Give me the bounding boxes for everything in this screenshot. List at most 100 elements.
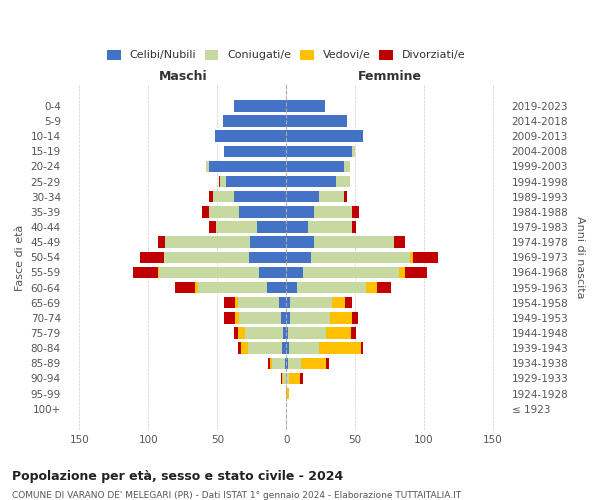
Bar <box>301 358 326 369</box>
Bar <box>286 388 289 400</box>
Bar <box>257 222 286 232</box>
Bar <box>303 267 399 278</box>
Y-axis label: Fasce di età: Fasce di età <box>15 224 25 290</box>
Bar <box>326 358 329 369</box>
Bar <box>223 116 286 126</box>
Bar <box>286 342 289 354</box>
Bar <box>286 328 287 338</box>
Bar <box>286 236 314 248</box>
Bar <box>311 252 410 263</box>
Bar <box>286 116 347 126</box>
Bar <box>286 222 308 232</box>
Bar <box>235 297 238 308</box>
Bar <box>245 328 283 338</box>
Bar <box>286 176 336 188</box>
Bar <box>267 282 286 294</box>
Bar <box>238 342 241 354</box>
Bar <box>394 236 405 248</box>
Bar <box>175 282 195 294</box>
Bar <box>344 161 350 172</box>
Text: Popolazione per età, sesso e stato civile - 2024: Popolazione per età, sesso e stato civil… <box>12 470 343 483</box>
Bar <box>209 161 286 172</box>
Bar <box>158 236 165 248</box>
Bar <box>366 282 377 294</box>
Bar <box>133 267 158 278</box>
Bar <box>352 312 358 324</box>
Bar <box>286 282 297 294</box>
Bar <box>289 342 319 354</box>
Bar <box>216 222 257 232</box>
Bar <box>202 206 209 218</box>
Bar <box>165 236 250 248</box>
Bar <box>235 312 239 324</box>
Bar <box>249 252 286 263</box>
Bar <box>283 373 286 384</box>
Bar <box>220 176 226 188</box>
Bar <box>346 297 352 308</box>
Bar <box>286 206 314 218</box>
Bar <box>238 297 280 308</box>
Bar <box>413 252 438 263</box>
Bar <box>286 297 290 308</box>
Bar <box>250 236 286 248</box>
Text: Maschi: Maschi <box>158 70 207 83</box>
Bar <box>224 146 286 157</box>
Bar <box>164 252 249 263</box>
Bar <box>300 373 303 384</box>
Bar <box>289 373 300 384</box>
Bar <box>224 312 235 324</box>
Bar <box>282 373 283 384</box>
Bar <box>344 191 347 202</box>
Bar <box>314 206 352 218</box>
Bar <box>259 267 286 278</box>
Bar <box>160 267 259 278</box>
Bar <box>239 312 281 324</box>
Bar <box>209 206 239 218</box>
Bar <box>287 358 301 369</box>
Y-axis label: Anni di nascita: Anni di nascita <box>575 216 585 298</box>
Bar <box>314 236 394 248</box>
Bar <box>248 342 282 354</box>
Bar <box>286 100 325 112</box>
Bar <box>158 267 160 278</box>
Bar <box>239 206 286 218</box>
Legend: Celibi/Nubili, Coniugati/e, Vedovi/e, Divorziati/e: Celibi/Nubili, Coniugati/e, Vedovi/e, Di… <box>103 45 469 65</box>
Bar <box>351 328 356 338</box>
Bar <box>332 297 346 308</box>
Bar <box>224 297 235 308</box>
Bar <box>272 358 285 369</box>
Bar <box>399 267 405 278</box>
Bar <box>140 252 164 263</box>
Bar <box>283 328 286 338</box>
Bar <box>286 358 287 369</box>
Bar <box>215 130 286 142</box>
Bar <box>286 252 311 263</box>
Bar <box>287 328 326 338</box>
Bar <box>206 161 209 172</box>
Bar <box>352 222 356 232</box>
Bar <box>326 328 351 338</box>
Bar <box>297 282 366 294</box>
Bar <box>290 312 331 324</box>
Bar <box>319 342 361 354</box>
Bar <box>377 282 391 294</box>
Bar <box>269 358 272 369</box>
Bar <box>286 191 319 202</box>
Bar <box>238 328 245 338</box>
Bar <box>281 373 282 384</box>
Bar <box>280 297 286 308</box>
Bar <box>286 146 352 157</box>
Bar <box>209 222 216 232</box>
Bar <box>410 252 413 263</box>
Bar <box>209 191 213 202</box>
Bar <box>286 161 344 172</box>
Bar <box>352 146 355 157</box>
Bar <box>286 373 289 384</box>
Bar <box>352 206 359 218</box>
Bar <box>218 176 220 188</box>
Bar <box>308 222 352 232</box>
Bar <box>213 191 234 202</box>
Bar <box>405 267 427 278</box>
Bar <box>336 176 350 188</box>
Bar <box>234 191 286 202</box>
